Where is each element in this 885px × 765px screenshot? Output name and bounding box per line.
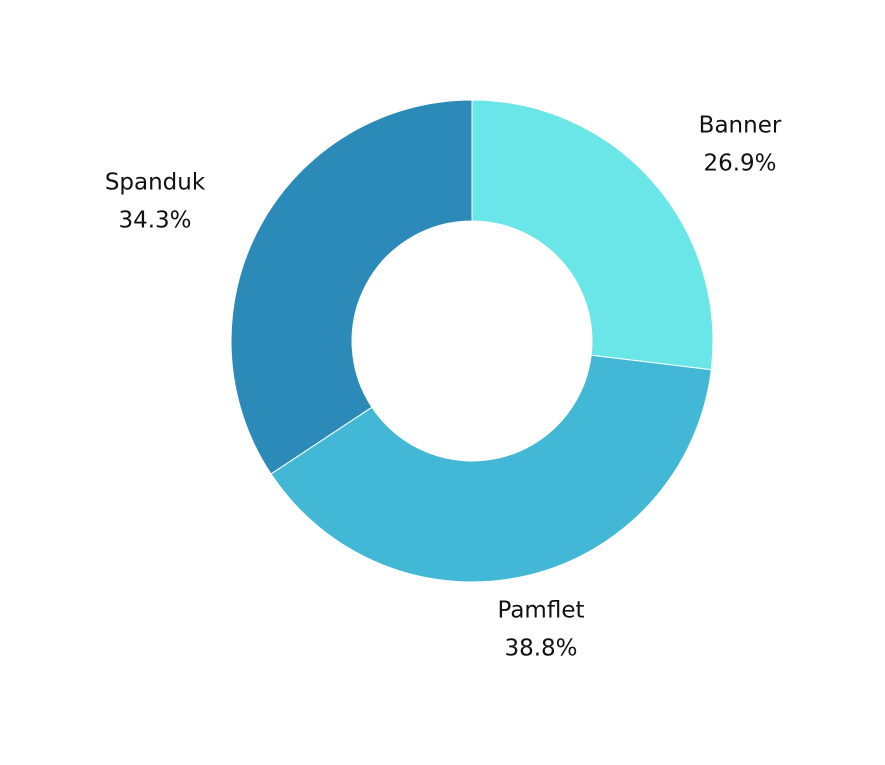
- slice-banner: [471, 99, 714, 371]
- slice-spanduk: [230, 99, 473, 475]
- slices-group: [230, 99, 714, 583]
- slice-label-banner: Banner: [699, 113, 782, 139]
- slice-pamflet: [270, 354, 712, 583]
- slice-label-spanduk: Spanduk: [105, 170, 206, 196]
- labels-group: Banner 26.9% Pamflet 38.8% Spanduk 34.3%: [105, 113, 782, 662]
- slice-value-banner: 26.9%: [703, 151, 776, 177]
- slice-value-spanduk: 34.3%: [118, 208, 191, 234]
- slice-value-pamflet: 38.8%: [504, 636, 577, 662]
- slice-label-pamflet: Pamflet: [498, 598, 585, 624]
